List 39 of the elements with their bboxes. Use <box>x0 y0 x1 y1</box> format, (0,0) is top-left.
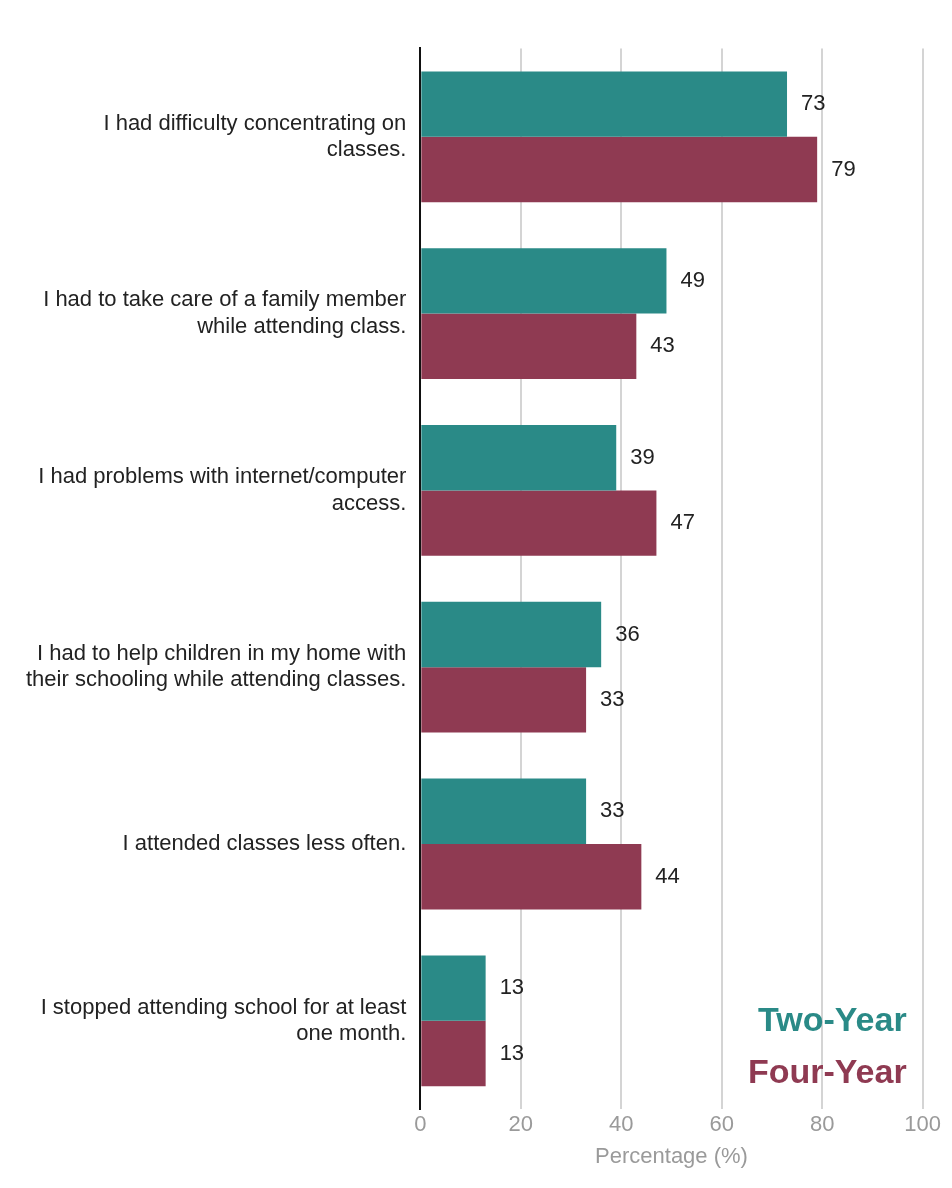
data-label: 44 <box>655 862 680 888</box>
x-tick-label: 100 <box>904 1111 942 1137</box>
y-tick-label: I had difficulty concentrating on classes. <box>103 109 407 162</box>
y-tick-label: I had to help children in my home with their schooling while attending classes. <box>26 640 407 692</box>
bar <box>421 136 818 203</box>
bar <box>421 248 667 314</box>
data-label: 73 <box>801 90 826 116</box>
text: Four-Year <box>747 1051 907 1090</box>
data-label: 13 <box>499 974 525 1000</box>
data-label: 13 <box>499 1039 525 1065</box>
y-tick-label: I had to take care of a family member while attending class. <box>43 286 407 338</box>
data-label: 36 <box>615 620 640 646</box>
bar <box>421 778 587 844</box>
data-label: 33 <box>600 797 625 823</box>
bar <box>421 955 486 1021</box>
y-tick-label: I attended classes less often. <box>122 830 407 856</box>
data-label: 43 <box>650 332 675 358</box>
x-axis-title: Percentage (%) <box>595 1142 748 1168</box>
y-tick-label: I had problems with internet/computer access. <box>38 463 407 515</box>
text: Two-Year <box>758 999 907 1038</box>
x-tick-label: 20 <box>508 1111 534 1137</box>
bar <box>421 71 788 137</box>
data-label: 33 <box>600 685 625 711</box>
x-tick-label: 80 <box>809 1111 835 1137</box>
data-label: 79 <box>831 155 856 181</box>
bar <box>421 601 602 668</box>
bar <box>421 667 587 733</box>
x-tick-label: 60 <box>709 1111 734 1137</box>
data-label: 49 <box>680 266 705 292</box>
bar <box>421 490 657 556</box>
bar <box>421 313 637 380</box>
x-tick-label: 40 <box>609 1111 634 1137</box>
x-tick-label: 0 <box>414 1111 427 1137</box>
y-tick-label: I stopped attending school for at least one month. <box>40 993 407 1046</box>
data-label: 39 <box>630 443 655 469</box>
bar <box>421 424 617 491</box>
bar <box>421 844 642 910</box>
bar <box>421 1020 486 1087</box>
data-label: 47 <box>670 509 695 535</box>
